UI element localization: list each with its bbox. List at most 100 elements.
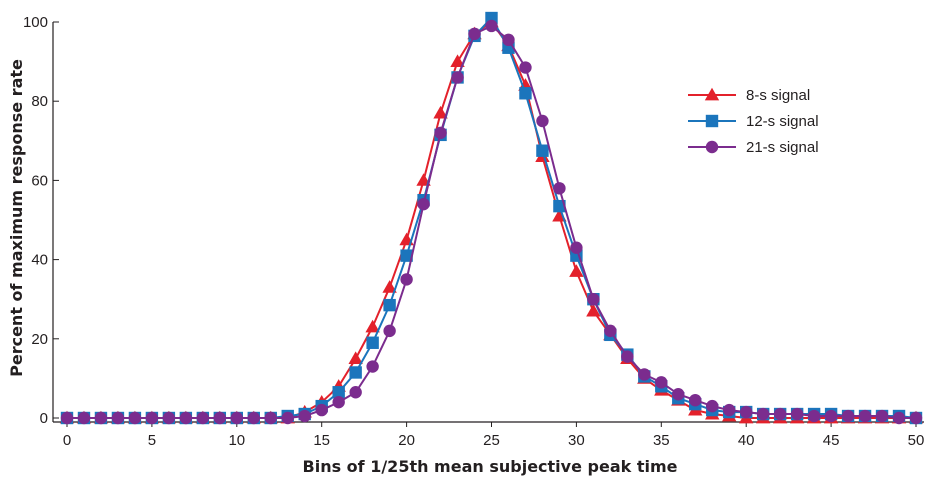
data-point [332,386,345,399]
data-point [264,411,277,425]
data-point [366,360,379,373]
x-tick-label: 30 [568,432,585,449]
data-point [383,298,396,312]
y-tick-label: 20 [31,331,48,348]
data-point [400,273,413,286]
data-point [587,293,600,306]
data-point [519,61,532,74]
series-square [60,11,923,425]
data-point [366,336,379,349]
data-point [332,395,345,409]
data-point [60,411,74,425]
data-point [672,388,685,401]
x-tick-label: 40 [738,432,755,449]
data-point [773,407,787,421]
x-tick-label: 20 [398,432,415,449]
data-point [365,319,380,333]
data-point [570,241,583,254]
data-point [111,411,125,425]
data-point [230,411,243,425]
data-point [604,324,617,338]
data-point [756,407,770,421]
data-point [400,249,413,262]
data-point [450,54,465,67]
data-point [909,411,923,425]
y-tick-label: 100 [23,14,48,31]
data-point [382,280,397,293]
data-point [655,376,668,389]
series-line [67,17,917,419]
data-point [383,324,396,338]
data-point [536,114,549,128]
data-point [553,199,566,213]
data-point [417,197,430,211]
x-tick-label: 35 [653,432,670,449]
data-point [824,409,838,423]
series-line [67,21,916,419]
legend-item: 12-s signal [688,113,819,130]
x-tick-label: 50 [908,432,925,449]
data-point [790,407,804,421]
data-point [519,87,532,100]
series-triangle [59,14,924,424]
data-point [349,366,362,379]
data-point [875,409,889,423]
x-tick-label: 5 [148,432,156,449]
data-point [77,411,91,425]
data-point [213,411,227,425]
data-point [485,19,498,33]
data-point [468,27,481,41]
series-line [67,25,916,419]
y-tick-label: 40 [31,252,48,269]
data-point [841,409,855,423]
data-point [586,303,601,317]
data-point [315,403,328,417]
x-tick-label: 15 [313,432,330,449]
data-point [536,144,549,157]
data-point [179,411,193,425]
data-point [196,411,210,425]
data-point [433,105,448,119]
x-tick-label: 25 [483,432,500,449]
data-point [553,182,566,195]
data-point [892,411,906,425]
legend-item: 8-s signal [688,87,810,104]
legend-label: 12-s signal [746,113,819,130]
y-tick-label: 60 [31,172,48,189]
data-point [569,264,584,277]
legend-item: 21-s signal [688,139,819,156]
data-point [858,409,872,423]
legend-label: 21-s signal [746,139,819,156]
legend-marker [705,114,719,128]
data-point [349,386,362,399]
series-circle [60,19,923,425]
data-point [706,399,719,413]
legend-label: 8-s signal [746,87,810,104]
x-axis-title: Bins of 1/25th mean subjective peak time [303,457,678,476]
series-group [59,11,924,425]
x-tick-label: 45 [823,432,840,449]
y-tick-label: 0 [40,410,48,427]
legend-marker [705,140,719,154]
data-point [638,368,651,381]
data-point [689,393,702,407]
data-point [621,350,634,363]
data-point [451,71,464,84]
axes: 0 20 40 60 80 100 0 5 10 15 20 25 30 35 40 45 50 [23,14,924,449]
data-point [434,126,447,140]
data-point [740,405,753,419]
data-point [145,411,159,425]
data-point [128,411,142,425]
data-point [348,351,363,364]
data-point [502,33,515,47]
data-point [281,411,294,425]
x-tick-label: 10 [228,432,245,449]
legend: 8-s signal 12-s signal 21-s signal [688,87,819,156]
data-point [298,409,311,423]
data-point [807,409,821,423]
data-point [94,411,108,425]
data-point [247,411,260,425]
y-tick-label: 80 [31,93,48,110]
x-tick-label: 0 [63,432,71,449]
